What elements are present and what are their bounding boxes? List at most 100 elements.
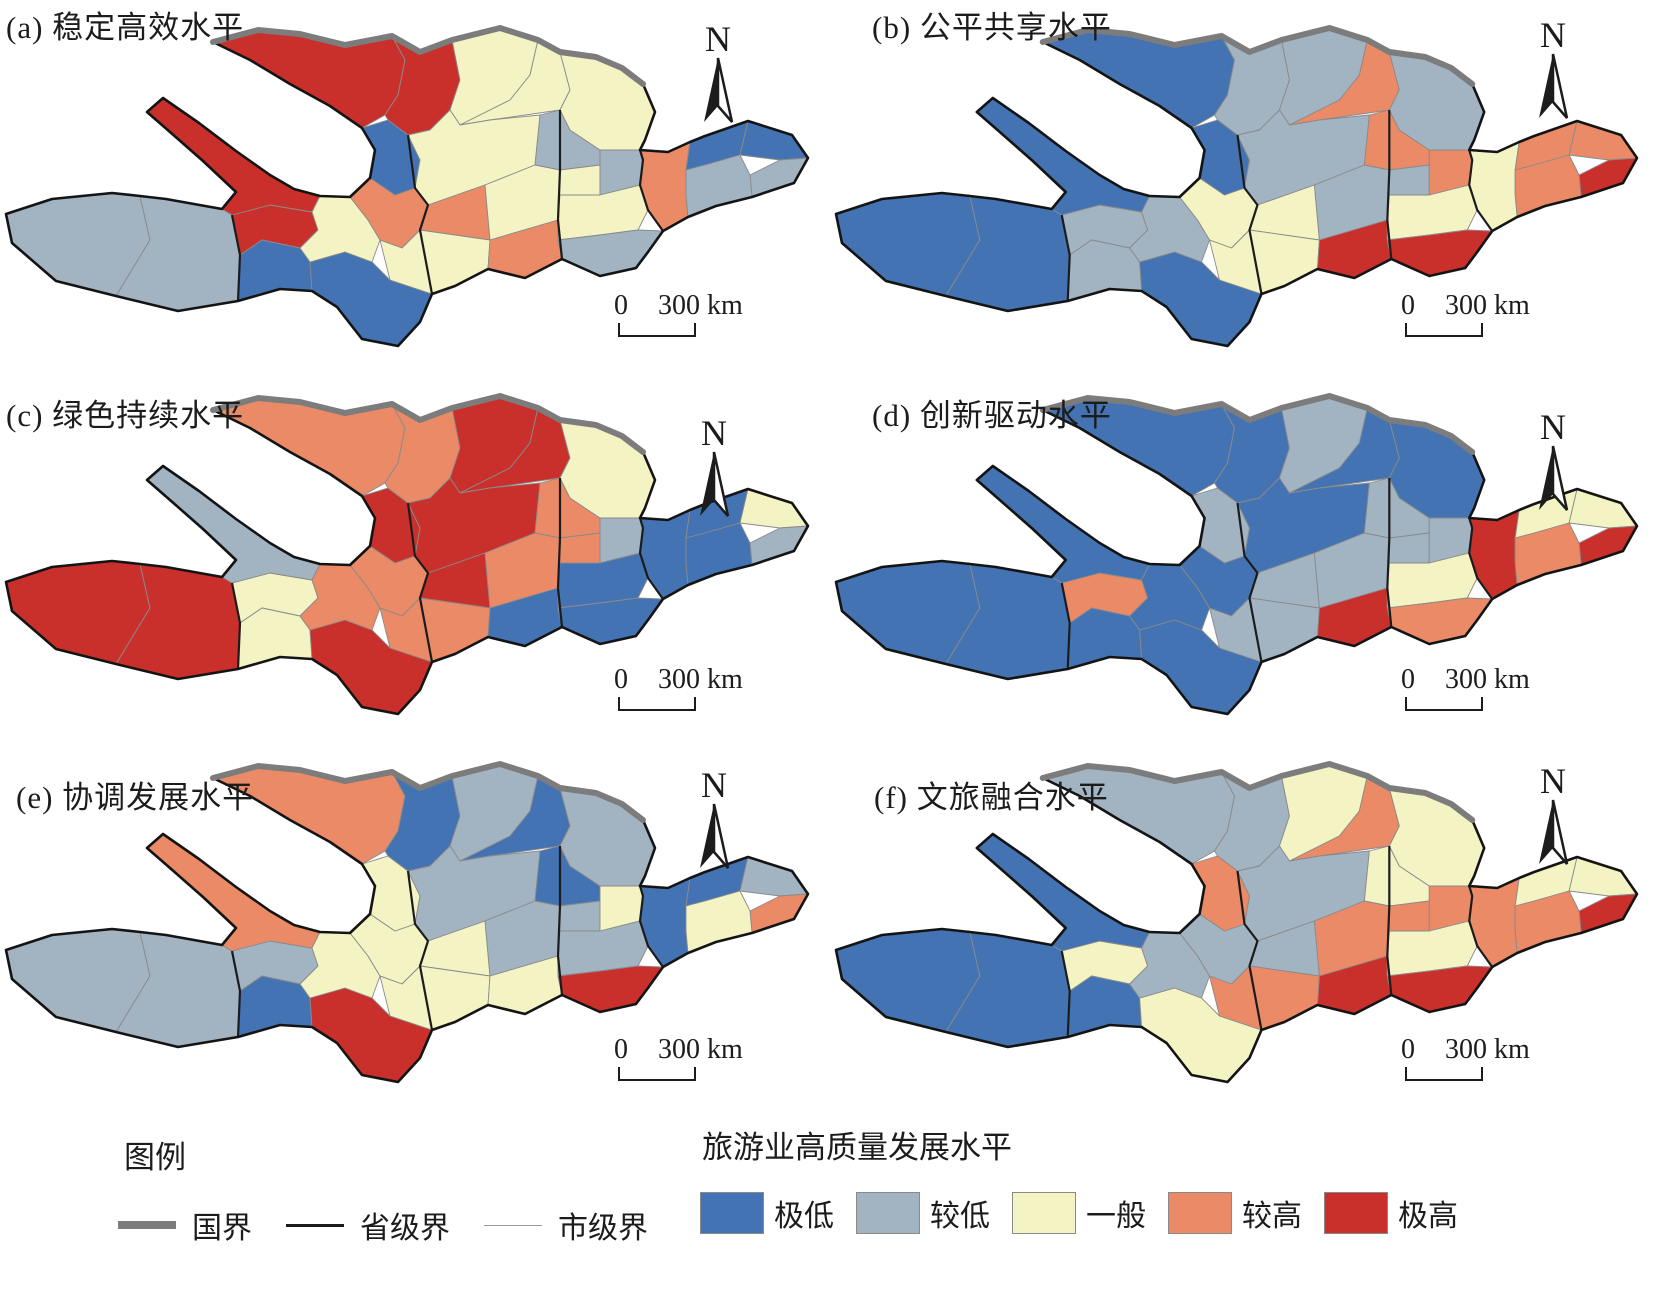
map-region-shandong-north: [739, 856, 809, 897]
panel-f-map: [834, 761, 1639, 1084]
legend: 图例 国界 省级界 市级界 旅游业高质量发展水平: [0, 1104, 1659, 1291]
legend-levels: 旅游业高质量发展水平 极低 较低 一般 较高: [700, 1122, 1630, 1235]
panel-c-map: [4, 393, 810, 716]
legend-level-very-low: 极低: [700, 1191, 834, 1235]
scale-bar-line: [1405, 697, 1483, 711]
panel-e: (e) 协调发展水平 N 0 300 km: [0, 736, 830, 1104]
map-region-shandong-north: [739, 488, 809, 529]
scale-bar-line: [618, 1067, 696, 1081]
scale-bar-line: [1405, 323, 1483, 337]
map-panels-grid: (a) 稳定高效水平 N 0 300 km (b) 公平共享水平: [0, 0, 1659, 1104]
panel-e-map: [4, 761, 810, 1084]
north-arrow-icon: N: [1525, 763, 1581, 874]
average-swatch: [1012, 1192, 1076, 1234]
panel-c: (c) 绿色持续水平 N 0 300 km: [0, 368, 830, 736]
province-boundary-line: [1468, 517, 1494, 600]
map-region-hexi-corridor: [976, 833, 1151, 952]
panel-e-title: (e) 协调发展水平: [16, 780, 255, 815]
national-boundary-line: [210, 25, 646, 87]
province-boundary-line: [556, 846, 564, 996]
north-arrow-icon: N: [1525, 409, 1581, 520]
scale-bar-line: [618, 323, 696, 337]
national-boundary-line: [1039, 393, 1476, 455]
province-boundary-line: [638, 149, 664, 232]
province-boundary-line: [406, 870, 434, 1031]
high-swatch: [1168, 1192, 1232, 1234]
province-boundary-line: [556, 478, 564, 628]
scale-bar: 0 300 km: [1395, 1036, 1585, 1092]
province-boundary-line: [230, 950, 242, 1038]
legend-title: 图例: [124, 1140, 186, 1175]
national-boundary-line: [210, 761, 646, 823]
panel-d-title: (d) 创新驱动水平: [872, 398, 1112, 433]
panel-f-title: (f) 文旅融合水平: [874, 780, 1109, 815]
legend-item-province-boundary: 省级界: [286, 1203, 450, 1247]
low-swatch: [856, 1192, 920, 1234]
map-region-hexi-corridor: [976, 97, 1151, 216]
map-region-henan-east: [1468, 509, 1520, 600]
map-region-shandong-east: [749, 157, 809, 198]
scale-bar: 0 300 km: [608, 292, 798, 348]
map-region-henan-east: [639, 141, 691, 232]
province-boundary-line: [406, 134, 434, 295]
province-boundary-line: [1236, 134, 1263, 295]
map-region-shandong-east: [749, 893, 809, 934]
national-boundary-line: [1039, 25, 1476, 87]
north-arrow-icon: N: [686, 767, 742, 878]
map-region-shandong-north: [739, 120, 809, 161]
province-boundary-line: [1060, 950, 1071, 1038]
province-boundary-line: [1236, 502, 1263, 663]
province-boundary-line-icon: [286, 1223, 344, 1227]
panel-f: (f) 文旅融合水平 N 0 300 km: [830, 736, 1659, 1104]
scale-bar-line: [618, 697, 696, 711]
map-region-hexi-corridor: [976, 465, 1151, 584]
very-low-swatch: [700, 1192, 764, 1234]
map-region-henan-east: [1468, 877, 1520, 968]
map-region-hexi-corridor: [146, 465, 321, 584]
legend-item-city-boundary: 市级界: [484, 1203, 648, 1247]
panel-a: (a) 稳定高效水平 N 0 300 km: [0, 0, 830, 368]
map-region-shandong-east: [1578, 893, 1638, 934]
panel-a-map: [4, 25, 810, 348]
north-arrow-icon: N: [1525, 17, 1581, 128]
map-region-henan-east: [639, 509, 691, 600]
legend-level-low: 较低: [856, 1191, 990, 1235]
north-arrow-icon: N: [686, 415, 742, 526]
very-high-swatch: [1324, 1192, 1388, 1234]
north-arrow-icon: N: [690, 21, 746, 132]
map-region-henan-east: [1468, 141, 1520, 232]
panel-b: (b) 公平共享水平 N 0 300 km: [830, 0, 1659, 368]
map-region-hexi-corridor: [146, 833, 321, 952]
levels-title: 旅游业高质量发展水平: [702, 1130, 1012, 1165]
city-boundary-line-icon: [484, 1224, 542, 1226]
map-region-shandong-east: [1578, 157, 1638, 198]
province-boundary-line: [230, 214, 242, 302]
province-boundary-line: [1468, 149, 1494, 232]
province-boundary-line: [556, 110, 564, 260]
scale-bar: 0 300 km: [1395, 666, 1585, 722]
map-region-hexi-corridor: [146, 97, 321, 216]
province-boundary-line: [406, 502, 434, 663]
province-boundary-line: [1468, 885, 1494, 968]
province-boundary-line: [638, 517, 664, 600]
province-boundary-line: [1060, 582, 1071, 670]
scale-bar: 0 300 km: [1395, 292, 1585, 348]
legend-level-very-high: 极高: [1324, 1191, 1458, 1235]
legend-level-high: 较高: [1168, 1191, 1302, 1235]
panel-b-map: [834, 25, 1639, 348]
map-region-henan-east: [639, 877, 691, 968]
scale-bar: 0 300 km: [608, 1036, 798, 1092]
province-boundary-line: [1386, 110, 1393, 260]
level-items: 极低 较低 一般 较高 极高: [700, 1191, 1630, 1235]
panel-d-map: [834, 393, 1639, 716]
map-region-shandong-east: [749, 525, 809, 566]
legend-boundaries: 图例 国界 省级界 市级界: [118, 1132, 678, 1247]
legend-item-national-boundary: 国界: [118, 1203, 252, 1247]
panel-b-title: (b) 公平共享水平: [872, 10, 1112, 45]
province-boundary-line: [638, 885, 664, 968]
province-boundary-line: [230, 582, 242, 670]
panel-c-title: (c) 绿色持续水平: [6, 398, 245, 433]
legend-level-average: 一般: [1012, 1191, 1146, 1235]
province-boundary-line: [1386, 478, 1393, 628]
